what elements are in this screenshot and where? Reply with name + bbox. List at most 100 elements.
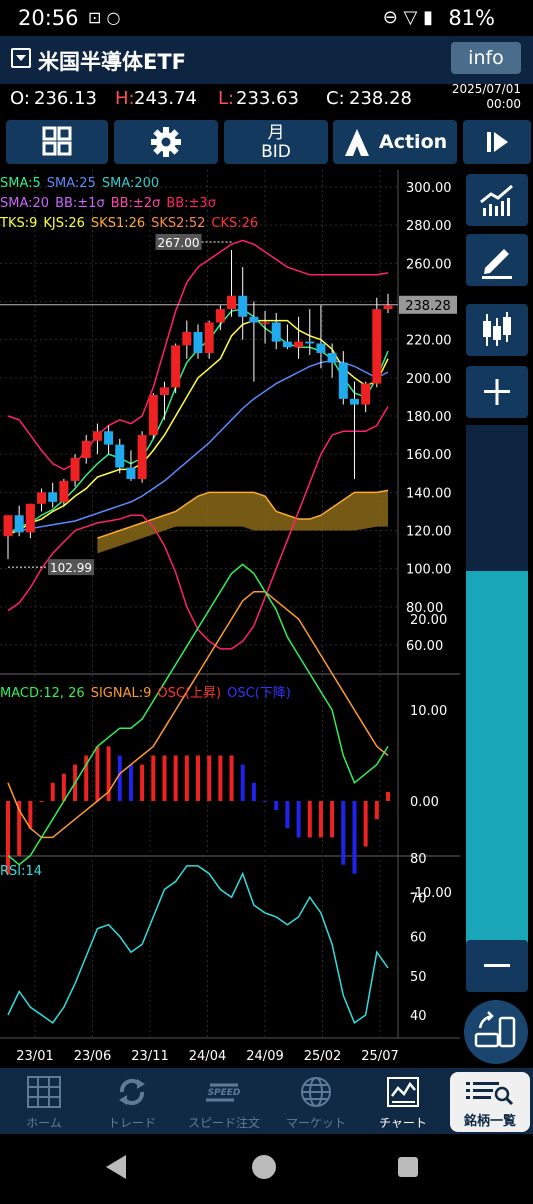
zoom-in-button[interactable] (466, 366, 528, 418)
nav-symbol-list-label: 銘柄一覧 (463, 1114, 516, 1129)
macd-axis-label: -10.00 (410, 886, 452, 901)
bb-lower-line (7, 406, 389, 650)
legend-item: SMA:25 (46, 176, 96, 191)
layout-button[interactable] (6, 120, 108, 164)
rotate-screen-icon (474, 1011, 516, 1048)
macd-line (7, 563, 389, 866)
settings-button[interactable] (114, 120, 218, 164)
draw-button[interactable] (466, 234, 528, 286)
action-label: Action (379, 131, 448, 153)
info-button[interactable]: info (451, 42, 521, 74)
candle-body (383, 305, 393, 310)
ichimoku-cloud (97, 489, 389, 554)
symbol-name[interactable]: 米国半導体ETF (38, 50, 187, 74)
legend-item: OSC(上昇) (157, 686, 222, 701)
nav-chart[interactable]: チャート (360, 1068, 446, 1134)
recents-icon[interactable] (398, 1157, 418, 1177)
rsi-axis-label: 80 (410, 852, 427, 867)
candle-body (338, 362, 348, 399)
close-label: C: (326, 88, 345, 109)
candle-body (25, 503, 35, 533)
price-axis-label: 80.00 (406, 601, 443, 616)
candle-type-button[interactable] (466, 304, 528, 356)
zoom-slider-fill (466, 570, 528, 945)
osc-bar (50, 782, 55, 801)
chart-area[interactable]: 20.00 10.00 0.00 -10.00 80 70 60 50 40 300.00 28… (0, 170, 460, 1070)
price-axis-label: 220.00 (406, 334, 452, 349)
osc-bar (95, 746, 100, 801)
high-label: H: (115, 88, 135, 109)
legend-item: BB:±3σ (166, 196, 216, 211)
candle-body (14, 515, 24, 533)
candle-body (115, 444, 125, 468)
low-value: 233.63 (236, 88, 299, 109)
candle-body (249, 316, 259, 323)
grid-icon (27, 1076, 61, 1108)
osc-bar (285, 801, 290, 829)
action-button[interactable]: Action (333, 120, 457, 164)
candle-body (159, 387, 169, 396)
low-marker-bg (48, 559, 94, 576)
price-axis-label: 260.00 (406, 257, 452, 272)
legend-item: KJS:26 (43, 216, 85, 231)
chart-toolbar: 月 BID Action (0, 118, 533, 166)
zoom-out-button[interactable] (466, 940, 528, 992)
osc-bar (6, 801, 10, 874)
bar-date: 2025/07/01 (451, 82, 521, 96)
home-circle-icon[interactable] (252, 1155, 276, 1179)
grid-layout-icon (42, 126, 72, 156)
right-tool-bar (462, 170, 533, 1070)
time-axis-label: 24/04 (189, 1049, 226, 1064)
notification-icons: ⊡ ○ (88, 8, 121, 27)
line-chart-icon (480, 184, 513, 216)
rsi-panel: 80 70 60 50 40 (7, 852, 427, 1025)
signal-line (7, 590, 389, 839)
legend-item: SMA:200 (101, 176, 160, 191)
legend-item: OSC(下降) (227, 686, 291, 701)
osc-bar (229, 755, 234, 801)
price-chart[interactable]: 20.00 10.00 0.00 -10.00 80 70 60 50 40 300.00 28… (0, 170, 460, 1070)
osc-bar (318, 801, 323, 838)
candle-body (3, 515, 13, 537)
play-button[interactable] (463, 120, 531, 164)
nav-symbol-list[interactable]: 銘柄一覧 (450, 1072, 530, 1132)
legend-row-2: SMA:20 BB:±1σ BB:±2σ BB:±3σ (0, 196, 222, 211)
osc-bar (140, 764, 145, 801)
osc-bar (386, 791, 390, 801)
rsi-axis-label: 40 (410, 1009, 427, 1024)
high-marker-label: 267.00 (158, 236, 200, 250)
candle-body (260, 322, 270, 324)
period-button[interactable]: 月 BID (224, 120, 328, 164)
osc-bar (151, 755, 156, 801)
action-icon (345, 129, 369, 156)
nav-market[interactable]: マーケット (272, 1068, 360, 1134)
time-axis-label: 23/06 (74, 1049, 111, 1064)
indicator-button[interactable] (466, 174, 528, 226)
rsi-line (7, 865, 389, 1025)
nav-trade[interactable]: トレード (88, 1068, 176, 1134)
rotate-screen-button[interactable] (464, 1000, 528, 1064)
minus-icon (484, 964, 510, 967)
candle-body (316, 343, 326, 354)
nav-home-label: ホーム (26, 1116, 62, 1130)
nav-speed-order[interactable]: SPEED スピード注文 (176, 1068, 272, 1134)
zoom-slider[interactable] (466, 425, 528, 945)
price-axis-label: 120.00 (406, 525, 452, 540)
refresh-icon (119, 1078, 145, 1106)
title-bar: 米国半導体ETF info (0, 36, 533, 84)
nav-home[interactable]: ホーム (0, 1068, 88, 1134)
rsi-legend: RSI:14 (0, 864, 43, 879)
system-icons: ⊖ ▽ ▮ (382, 7, 433, 28)
symbol-dropdown-icon[interactable] (11, 48, 31, 68)
legend-item: SKS1:26 (90, 216, 146, 231)
candle-body (104, 431, 114, 445)
candle-body (238, 295, 248, 317)
price-axis-label: 180.00 (406, 410, 452, 425)
candles (3, 249, 393, 560)
low-marker-label: 102.99 (50, 561, 92, 575)
legend-row-3: TKS:9 KJS:26 SKS1:26 SKS2:52 CKS:26 (0, 216, 264, 231)
candle-body (148, 395, 158, 436)
time-axis-label: 25/02 (304, 1049, 341, 1064)
back-icon[interactable] (106, 1155, 126, 1179)
play-forward-icon (487, 132, 508, 152)
